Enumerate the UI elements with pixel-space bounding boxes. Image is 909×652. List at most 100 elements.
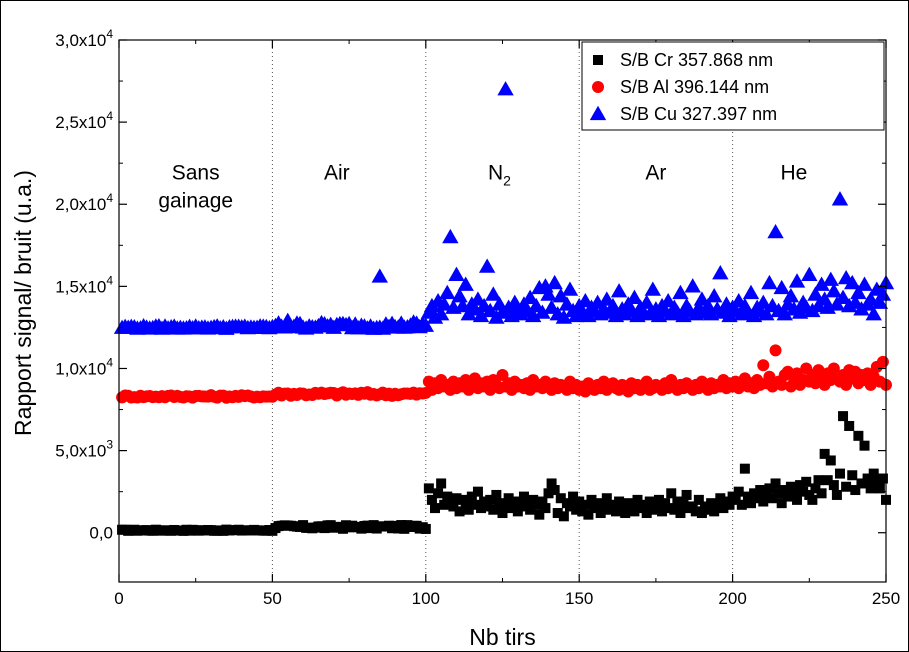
marker-square <box>850 485 861 496</box>
marker-triangle <box>755 294 772 309</box>
marker-circle <box>757 359 770 372</box>
marker-triangle <box>485 286 502 301</box>
marker-square <box>534 509 545 520</box>
marker-triangle <box>497 81 514 96</box>
marker-triangle <box>865 306 882 321</box>
marker-square <box>491 489 502 500</box>
marker-square <box>531 499 542 510</box>
marker-square <box>448 501 459 512</box>
marker-square <box>515 498 526 509</box>
marker-square <box>592 498 603 509</box>
marker-square <box>663 503 674 514</box>
marker-square <box>653 494 664 505</box>
marker-square <box>574 496 585 507</box>
marker-circle <box>876 355 889 368</box>
marker-square <box>423 483 434 494</box>
data-points <box>113 81 895 536</box>
marker-circle <box>496 369 509 382</box>
marker-triangle <box>758 306 775 321</box>
marker-square <box>518 491 529 502</box>
marker-triangle <box>807 286 824 301</box>
marker-square <box>558 511 569 522</box>
marker-square <box>426 494 437 505</box>
marker-square <box>482 501 493 512</box>
marker-triangle <box>610 283 628 298</box>
marker-square <box>469 499 480 510</box>
marker-square <box>776 498 787 509</box>
marker-triangle <box>555 309 573 324</box>
marker-square <box>488 504 499 515</box>
x-tick-label: 200 <box>718 589 746 608</box>
marker-square <box>709 506 720 517</box>
marker-square <box>666 488 677 499</box>
marker-square <box>736 499 747 510</box>
marker-square <box>681 489 692 500</box>
x-tick-label: 0 <box>114 589 123 608</box>
marker-triangle <box>822 271 839 286</box>
legend-entry: S/B Al 396.144 nm <box>620 77 769 97</box>
marker-triangle <box>684 278 701 293</box>
marker-triangle <box>672 284 689 300</box>
marker-square <box>675 508 686 519</box>
marker-square <box>463 504 474 515</box>
marker-square <box>537 496 548 507</box>
marker-square <box>476 503 487 514</box>
marker-square <box>693 494 704 505</box>
marker-triangle <box>472 307 490 323</box>
marker-triangle <box>767 223 784 239</box>
marker-triangle <box>834 289 852 305</box>
marker-square <box>844 420 855 431</box>
marker-square <box>583 509 594 520</box>
marker-square <box>439 499 450 510</box>
marker-square <box>877 473 888 484</box>
marker-square <box>650 501 661 512</box>
marker-square <box>629 506 640 517</box>
marker-square <box>595 508 606 519</box>
region-label: He <box>781 162 808 185</box>
axis-tick-labels: 0 50 100 150 200 250 0,0 5,0x103 1,0x104 1,5x104 2… <box>55 27 900 608</box>
marker-triangle <box>644 281 662 296</box>
marker-circle <box>763 370 776 383</box>
marker-square <box>525 504 536 515</box>
y-tick-label: 1,0x104 <box>55 355 113 378</box>
region-label: gainage <box>158 190 233 213</box>
marker-triangle <box>776 306 793 321</box>
marker-triangle <box>478 258 496 273</box>
marker-square <box>641 508 652 519</box>
marker-square <box>433 488 444 499</box>
marker-triangle <box>782 288 800 303</box>
marker-circle <box>775 378 788 391</box>
marker-square <box>564 501 575 512</box>
marker-triangle <box>439 284 456 300</box>
marker-square <box>761 489 772 500</box>
marker-triangle <box>871 294 889 309</box>
marker-square <box>841 481 852 492</box>
marker-triangle <box>432 306 450 321</box>
marker-triangle <box>712 265 729 280</box>
marker-square <box>795 480 806 491</box>
legend-entry: S/B Cr 357.868 nm <box>620 50 773 70</box>
marker-square <box>703 504 714 515</box>
marker-square <box>752 493 763 504</box>
marker-square <box>773 488 784 499</box>
marker-square <box>764 483 775 494</box>
marker-square <box>454 506 465 517</box>
marker-square <box>601 493 612 504</box>
marker-square <box>669 504 680 515</box>
marker-triangle <box>451 288 468 303</box>
marker-square <box>607 499 618 510</box>
marker-triangle <box>850 284 867 300</box>
marker-square <box>506 503 517 514</box>
marker-square <box>862 473 873 484</box>
marker-square <box>838 411 849 422</box>
marker-triangle <box>831 191 849 206</box>
marker-square <box>678 499 689 510</box>
marker-square <box>792 494 803 505</box>
region-label: Ar <box>645 162 666 185</box>
marker-square <box>853 430 864 441</box>
marker-square <box>739 463 750 474</box>
region-labels: Sans gainage Air N2 Ar He <box>158 162 807 213</box>
marker-triangle <box>626 289 643 305</box>
marker-square <box>472 486 483 497</box>
marker-triangle <box>457 276 474 291</box>
